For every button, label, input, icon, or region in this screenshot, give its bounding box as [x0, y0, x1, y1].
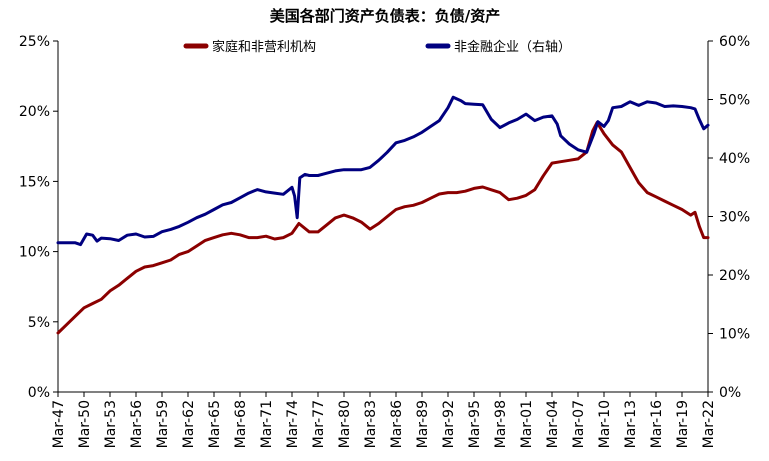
x-tick-label: Mar-53 — [103, 400, 119, 448]
y-left-tick-label: 20% — [19, 104, 50, 120]
x-tick-label: Mar-89 — [415, 400, 431, 448]
legend-label-household: 家庭和非营利机构 — [212, 39, 316, 55]
x-tick-label: Mar-65 — [207, 400, 223, 448]
x-tick-label: Mar-95 — [467, 400, 483, 448]
x-tick-label: Mar-86 — [389, 400, 405, 448]
y-right-tick-label: 40% — [719, 151, 750, 167]
x-tick-label: Mar-59 — [155, 400, 171, 448]
x-tick-label: Mar-77 — [311, 400, 327, 448]
x-tick-label: Mar-47 — [51, 400, 67, 448]
y-right-tick-label: 20% — [719, 268, 750, 284]
legend: 家庭和非营利机构 非金融企业（右轴） — [183, 39, 571, 55]
y-right-tick-label: 0% — [719, 385, 741, 401]
x-tick-label: Mar-68 — [233, 400, 249, 448]
y-left-tick-label: 15% — [19, 174, 50, 190]
x-tick-label: Mar-22 — [701, 400, 717, 448]
x-tick-label: Mar-62 — [181, 400, 197, 448]
legend-item-corporate: 非金融企业（右轴） — [425, 39, 571, 55]
x-tick-label: Mar-04 — [545, 400, 561, 448]
y-right-tick-label: 10% — [719, 327, 750, 343]
x-tick-label: Mar-92 — [441, 400, 457, 448]
x-tick-label: Mar-01 — [519, 400, 535, 448]
x-tick-label: Mar-13 — [623, 400, 639, 448]
legend-label-corporate: 非金融企业（右轴） — [454, 39, 571, 55]
series-line-corporate — [56, 95, 710, 247]
y-left-tick-label: 5% — [28, 315, 50, 331]
y-right-tick-label: 30% — [719, 210, 750, 226]
chart-title: 美国各部门资产负债表：负债/资产 — [270, 7, 500, 25]
x-tick-label: Mar-16 — [649, 400, 665, 448]
x-tick-label: Mar-19 — [675, 400, 691, 448]
x-tick-label: Mar-10 — [597, 400, 613, 448]
x-tick-label: Mar-50 — [77, 400, 93, 448]
axes: 0% 5% 10% 15% 20% 25% 0% 10% 20% 30% 40% 50% 60% Mar-… — [19, 34, 750, 448]
legend-item-household: 家庭和非营利机构 — [183, 39, 316, 55]
y-left-tick-label: 25% — [19, 34, 50, 50]
y-left-tick-label: 10% — [19, 245, 50, 261]
x-tick-label: Mar-98 — [493, 400, 509, 448]
x-tick-label: Mar-07 — [571, 400, 587, 448]
x-tick-label: Mar-74 — [285, 400, 301, 448]
y-right-tick-label: 50% — [719, 93, 750, 109]
y-left-tick-label: 0% — [28, 385, 50, 401]
series-line-household — [56, 120, 710, 335]
x-tick-label: Mar-56 — [129, 400, 145, 448]
x-tick-label: Mar-71 — [259, 400, 275, 448]
y-right-tick-label: 60% — [719, 34, 750, 50]
x-tick-label: Mar-80 — [337, 400, 353, 448]
plot-area — [56, 95, 710, 335]
x-tick-label: Mar-83 — [363, 400, 379, 448]
